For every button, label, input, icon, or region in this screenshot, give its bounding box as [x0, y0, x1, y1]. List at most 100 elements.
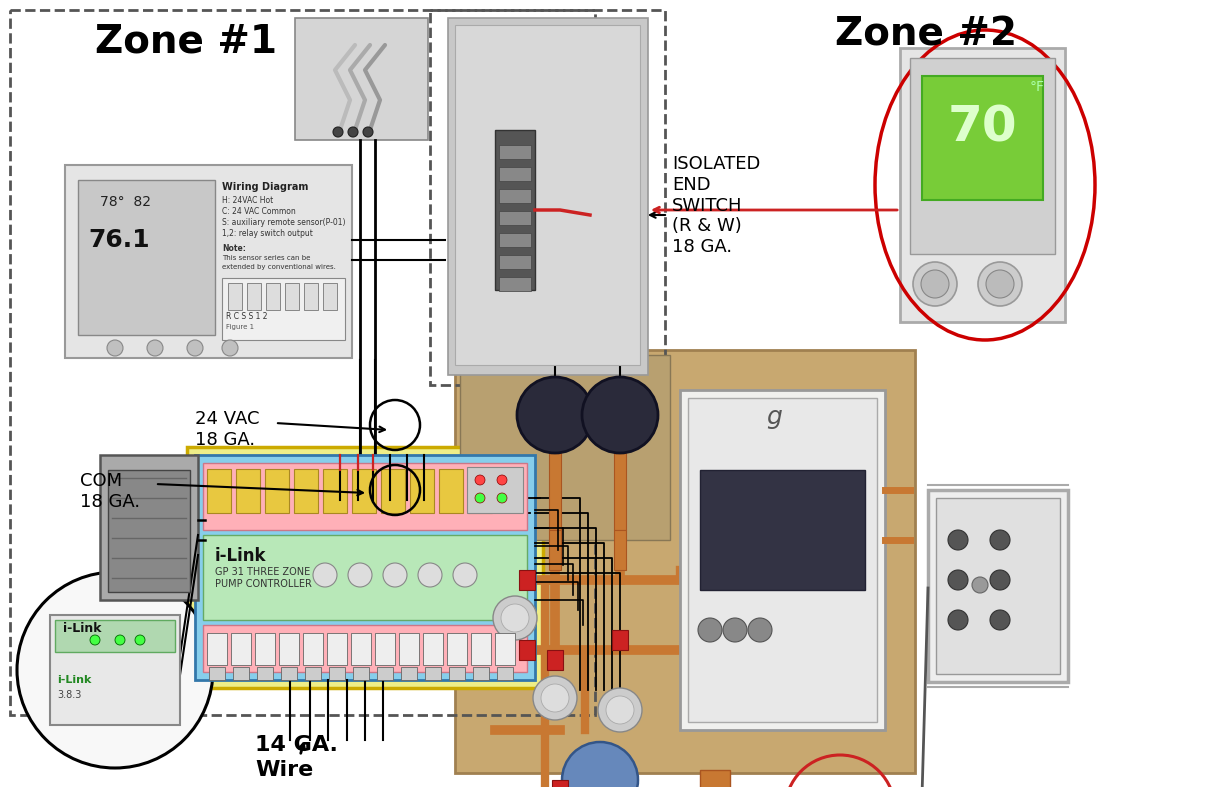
Text: 70: 70 [948, 103, 1016, 151]
Bar [381, 469, 405, 513]
Circle shape [533, 676, 577, 720]
Bar [378, 667, 394, 680]
Bar [519, 570, 535, 590]
Circle shape [978, 262, 1022, 306]
Text: PUMP CONTROLLER: PUMP CONTROLLER [215, 579, 311, 589]
Circle shape [418, 563, 443, 587]
Text: 76.1: 76.1 [88, 228, 150, 252]
Bar [499, 233, 531, 247]
Circle shape [493, 596, 537, 640]
Bar [499, 277, 531, 291]
Bar [614, 453, 626, 530]
Bar [473, 667, 489, 680]
Bar [284, 283, 299, 310]
Bar [353, 667, 369, 680]
Circle shape [723, 618, 747, 642]
Circle shape [948, 610, 969, 630]
Bar [55, 620, 175, 652]
Circle shape [89, 635, 101, 645]
Bar [614, 530, 626, 570]
Circle shape [107, 340, 123, 356]
Bar [549, 453, 562, 530]
Circle shape [582, 377, 658, 453]
Circle shape [921, 270, 949, 298]
Circle shape [948, 570, 969, 590]
Bar [207, 633, 227, 665]
Bar [449, 667, 465, 680]
Bar [680, 390, 885, 730]
Circle shape [452, 563, 477, 587]
Circle shape [474, 475, 485, 485]
Bar [322, 283, 337, 310]
Circle shape [17, 572, 213, 768]
Bar [204, 535, 527, 620]
Bar [552, 780, 568, 787]
Bar [235, 469, 260, 513]
Bar [455, 350, 915, 773]
Bar [928, 490, 1068, 682]
Bar [499, 167, 531, 181]
Text: °F: °F [1030, 80, 1045, 94]
Bar [304, 283, 318, 310]
Circle shape [348, 127, 358, 137]
Circle shape [991, 530, 1010, 550]
Bar [425, 667, 441, 680]
Bar [255, 633, 275, 665]
Bar [78, 180, 215, 335]
Bar [499, 211, 531, 225]
Bar [195, 455, 535, 680]
Circle shape [497, 493, 508, 503]
Circle shape [363, 127, 373, 137]
Text: This sensor series can be: This sensor series can be [222, 255, 310, 261]
Circle shape [598, 688, 642, 732]
Text: Wire: Wire [255, 760, 314, 780]
Circle shape [348, 563, 371, 587]
Bar [280, 633, 299, 665]
Circle shape [383, 563, 407, 587]
Bar [499, 189, 531, 203]
Text: 78°  82: 78° 82 [101, 195, 151, 209]
Bar [233, 667, 249, 680]
Text: extended by conventional wires.: extended by conventional wires. [222, 264, 336, 270]
Text: Figure 1: Figure 1 [226, 324, 254, 330]
Text: S: auxiliary remote sensor(P-01): S: auxiliary remote sensor(P-01) [222, 218, 346, 227]
Bar [322, 469, 347, 513]
Text: i-Link: i-Link [56, 675, 92, 685]
Bar [910, 58, 1056, 254]
Bar [101, 455, 199, 600]
Circle shape [541, 684, 569, 712]
Text: Note:: Note: [222, 244, 246, 253]
Circle shape [748, 618, 772, 642]
Text: Zone #2: Zone #2 [835, 15, 1018, 53]
Circle shape [606, 696, 634, 724]
Bar [228, 283, 242, 310]
Bar [519, 640, 535, 660]
Text: H: 24VAC Hot: H: 24VAC Hot [222, 196, 273, 205]
Bar [612, 630, 628, 650]
Bar [688, 398, 877, 722]
Bar [246, 283, 261, 310]
Circle shape [991, 610, 1010, 630]
Bar [222, 278, 345, 340]
Bar [467, 467, 524, 513]
Bar [351, 633, 371, 665]
Circle shape [135, 635, 145, 645]
Bar [398, 633, 419, 665]
Bar [375, 633, 395, 665]
Circle shape [501, 604, 528, 632]
Circle shape [991, 570, 1010, 590]
Text: Zone #1: Zone #1 [94, 22, 277, 60]
Bar [468, 469, 492, 513]
Bar [439, 469, 463, 513]
Bar [922, 76, 1043, 200]
Bar [547, 650, 563, 670]
Bar [208, 667, 226, 680]
Bar [188, 447, 543, 688]
Bar [281, 667, 297, 680]
Text: 3.8.3: 3.8.3 [56, 690, 81, 700]
Bar [499, 145, 531, 159]
Bar [401, 667, 417, 680]
Bar [423, 633, 443, 665]
Text: GP 31 THREE ZONE: GP 31 THREE ZONE [215, 567, 310, 577]
Bar [305, 667, 321, 680]
